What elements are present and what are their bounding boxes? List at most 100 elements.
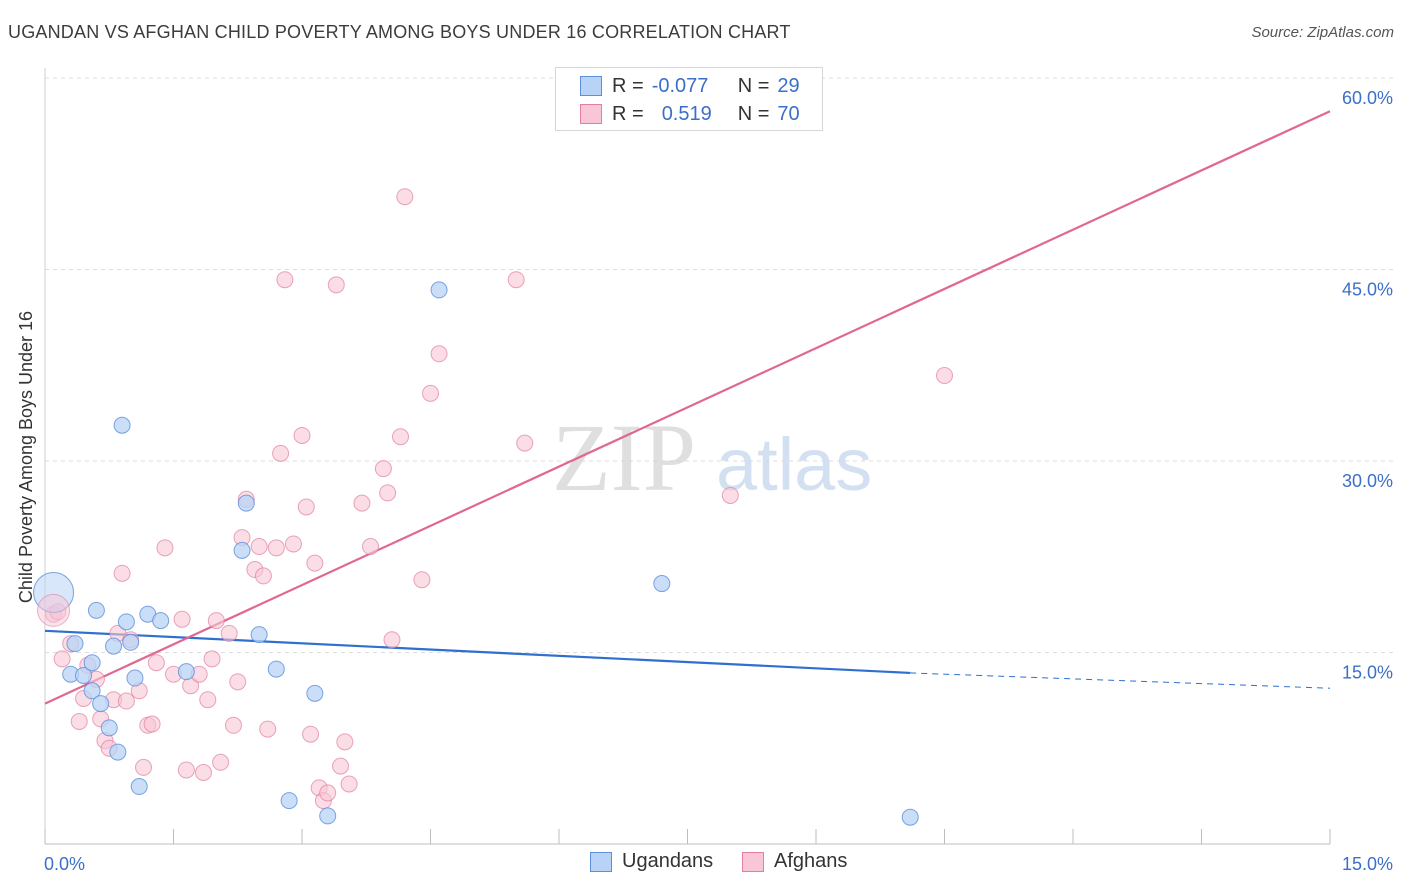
afghan-point [224,716,242,734]
afghan-point [353,494,371,512]
afghan-point [332,757,350,775]
source-label: Source: ZipAtlas.com [1251,24,1394,41]
trend-lines [44,110,1331,705]
afghan-point [272,444,290,462]
ugandan-point [430,281,448,299]
watermark: ZIP atlas [552,404,872,511]
afghan-point [302,725,320,743]
ugandan-swatch [580,76,602,96]
afghan-point [194,764,212,782]
afghan-point [374,460,392,478]
afghan-point [293,426,311,444]
ugandan-trend-extension [910,672,1331,689]
afghan-swatch [580,104,602,124]
afghan-point [284,535,302,553]
y-axis-label: Child Poverty Among Boys Under 16 [16,311,36,603]
afghan-point [117,692,135,710]
ugandan-point [109,743,127,761]
afghan-point [70,712,88,730]
afghan-swatch [742,851,764,872]
afghan-point [319,784,337,802]
afghan-point [507,271,525,289]
ugandan-point [233,541,251,559]
ugandan-point [653,575,671,593]
ugandan-swatch [590,851,612,872]
correlation-legend: R = -0.077 N = 29 R = 0.519 N = 70 [555,67,823,131]
afghan-point [199,691,217,709]
afghan-point [721,486,739,504]
y-tick-label: 60.0% [1342,88,1393,108]
ugandan-point [267,660,285,678]
afghan-point [207,612,225,630]
r-value: 0.519 [661,102,712,125]
ugandan-point [87,601,105,619]
legend-item-afghans: Afghans [742,850,847,873]
y-tick-label: 45.0% [1342,280,1393,300]
r-value: -0.077 [651,74,709,97]
afghan-point [936,366,953,384]
afghan-point [297,498,315,516]
ugandan-point [100,719,118,737]
ugandan-point [75,666,93,684]
afghan-point [336,733,354,751]
afghan-point [362,538,380,556]
afghan-point [306,554,324,572]
r-label: R = [612,102,644,125]
afghan-point [254,567,272,585]
afghan-point [276,271,294,289]
afghan-point [212,753,230,771]
ugandan-point [250,626,268,644]
x-tick-label: 0.0% [44,854,85,874]
afghan-point [327,276,345,294]
legend-row-ugandans: R = -0.077 N = 29 [580,72,800,100]
ugandan-point [105,637,123,655]
legend-label-ugandans: Ugandans [622,850,714,872]
y-tick-label: 15.0% [1342,663,1393,683]
afghan-point [143,715,161,733]
afghan-point [53,650,71,668]
ugandan-point [130,778,148,796]
legend-item-ugandans: Ugandans [590,850,713,873]
axes [44,68,1331,845]
afghan-point [396,188,414,206]
r-label: R = [612,74,644,97]
n-value: 70 [777,102,800,125]
legend-label-afghans: Afghans [774,850,848,872]
ugandan-point [237,494,255,512]
watermark-atlas: atlas [716,423,872,506]
afghan-point [203,650,221,668]
afghan-point [379,484,397,502]
watermark-zip: ZIP [552,404,696,511]
ugandan-point [280,792,298,810]
afghan-point [37,593,71,627]
afghan-point [413,571,431,589]
ugandan-point [177,663,195,681]
afghan-point [422,384,439,402]
x-tick-label: 15.0% [1342,854,1393,874]
ugandan-point [901,808,919,826]
ugandan-point [66,635,84,653]
chart-title: UGANDAN VS AFGHAN CHILD POVERTY AMONG BO… [8,22,791,42]
afghan-point [147,654,165,672]
afghan-point [156,539,174,557]
ugandan-point [306,684,324,702]
afghan-point [250,538,268,556]
afghan-point [516,434,534,452]
ugandan-point [83,654,101,672]
afghan-point [135,758,153,776]
ugandan-point [122,633,140,651]
y-tick-label: 30.0% [1342,471,1393,491]
afghan-point [259,720,277,738]
n-label: N = [737,74,770,97]
afghan-point [430,345,448,363]
afghan-point [392,428,410,446]
afghan-point [267,539,285,557]
ugandan-point [152,612,170,630]
afghan-point [383,631,401,649]
tick-labels: 15.0% 30.0% 45.0% 60.0% 0.0% 15.0% [44,88,1393,874]
ugandan-point [319,807,337,825]
afghan-point [220,624,238,642]
afghan-point [177,761,195,779]
afghan-point [229,673,247,691]
